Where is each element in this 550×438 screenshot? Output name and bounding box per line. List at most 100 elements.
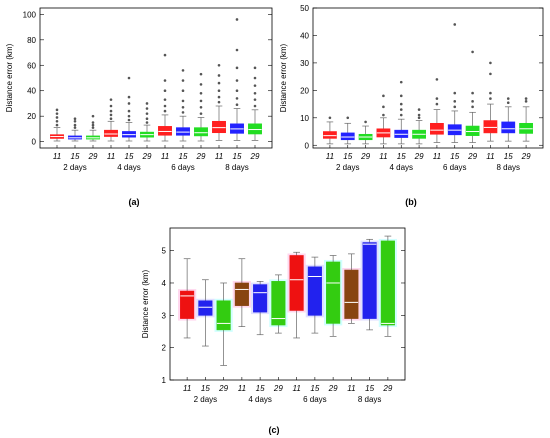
outlier-point <box>55 116 59 119</box>
outlier-point <box>253 98 257 101</box>
x-group-label: 4 days <box>117 163 141 172</box>
y-tick-label: 20 <box>300 86 309 95</box>
outlier-point <box>235 103 239 107</box>
y-tick-label: 10 <box>300 114 309 123</box>
x-tick-label: 29 <box>328 384 338 393</box>
outlier-point <box>417 113 421 117</box>
outlier-point <box>217 81 221 85</box>
plot-frame <box>312 7 544 149</box>
outlier-point <box>109 117 113 121</box>
x-tick-label: 15 <box>125 152 134 161</box>
outlier-point <box>506 101 510 105</box>
box-body <box>326 261 341 324</box>
outlier-point <box>109 109 113 113</box>
box-body <box>248 123 262 135</box>
outlier-point <box>163 109 167 113</box>
y-tick-label: 2 <box>162 344 167 353</box>
outlier-point <box>199 72 203 76</box>
x-group-label: 8 days <box>358 395 382 404</box>
outlier-point <box>382 94 385 98</box>
box-body <box>307 266 322 316</box>
box-body <box>198 300 213 316</box>
outlier-point <box>453 105 457 109</box>
outlier-point <box>471 50 474 54</box>
box-body <box>176 127 190 136</box>
outlier-point <box>127 114 131 118</box>
outlier-point <box>328 116 332 120</box>
x-tick-label: 15 <box>397 152 406 161</box>
outlier-point <box>435 102 439 106</box>
outlier-point <box>235 89 239 93</box>
x-tick-label: 29 <box>360 152 370 161</box>
box-body <box>234 282 249 306</box>
outlier-point <box>163 79 167 82</box>
box-body <box>194 127 208 137</box>
x-group-label: 6 days <box>443 163 467 172</box>
x-tick-label: 11 <box>215 152 223 161</box>
outlier-point <box>55 112 59 115</box>
outlier-point <box>91 126 95 129</box>
outlier-point <box>73 123 77 127</box>
outlier-point <box>145 121 149 124</box>
outlier-point <box>127 76 131 80</box>
outlier-point <box>127 102 131 105</box>
box-body <box>323 131 337 139</box>
y-axis-label: Distance error (km) <box>141 269 150 338</box>
outlier-point <box>417 108 421 111</box>
y-axis-label: Distance error (km) <box>5 43 14 112</box>
outlier-point <box>417 116 421 120</box>
box-body <box>465 125 480 136</box>
panel-label: (c) <box>269 425 280 435</box>
y-tick-label: 3 <box>162 311 167 320</box>
x-tick-label: 11 <box>53 152 61 161</box>
outlier-point <box>364 120 367 124</box>
outlier-point <box>127 109 131 113</box>
x-tick-label: 15 <box>365 384 374 393</box>
x-tick-label: 15 <box>201 384 210 393</box>
outlier-point <box>399 102 403 106</box>
x-group-label: 4 days <box>248 395 272 404</box>
outlier-point <box>435 97 439 100</box>
outlier-point <box>471 105 474 109</box>
outlier-point <box>109 113 113 117</box>
x-tick-label: 11 <box>183 384 191 393</box>
outlier-point <box>217 74 221 77</box>
outlier-point <box>346 116 350 120</box>
outlier-point <box>253 66 257 70</box>
y-tick-label: 40 <box>300 31 309 40</box>
x-tick-label: 11 <box>161 152 169 161</box>
outlier-point <box>217 95 221 99</box>
outlier-point <box>235 79 239 82</box>
outlier-point <box>181 79 185 82</box>
y-tick-label: 40 <box>27 87 36 96</box>
outlier-point <box>217 89 221 93</box>
outlier-point <box>253 76 257 80</box>
outlier-point <box>163 89 167 93</box>
outlier-point <box>73 119 77 123</box>
outlier-point <box>399 94 403 98</box>
y-tick-label: 60 <box>27 61 36 70</box>
y-tick-label: 30 <box>300 59 309 68</box>
x-group-label: 6 days <box>171 163 195 172</box>
y-axis-label: Distance error (km) <box>279 43 288 112</box>
outlier-point <box>489 61 492 65</box>
outlier-point <box>163 98 167 101</box>
outlier-point <box>91 121 95 124</box>
outlier-point <box>145 112 149 115</box>
x-group-label: 8 days <box>496 163 520 172</box>
outlier-point <box>453 91 457 95</box>
x-group-label: 2 days <box>194 395 218 404</box>
outlier-point <box>399 113 403 117</box>
outlier-point <box>489 97 492 100</box>
outlier-point <box>55 119 59 123</box>
outlier-point <box>127 95 131 99</box>
x-tick-label: 11 <box>347 384 355 393</box>
plot-frame <box>169 227 406 381</box>
x-tick-label: 29 <box>250 152 260 161</box>
x-tick-label: 29 <box>521 152 531 161</box>
outlier-point <box>109 98 113 101</box>
x-tick-label: 11 <box>433 152 441 161</box>
outlier-point <box>506 97 510 100</box>
outlier-point <box>217 100 221 104</box>
box-body <box>340 132 355 141</box>
